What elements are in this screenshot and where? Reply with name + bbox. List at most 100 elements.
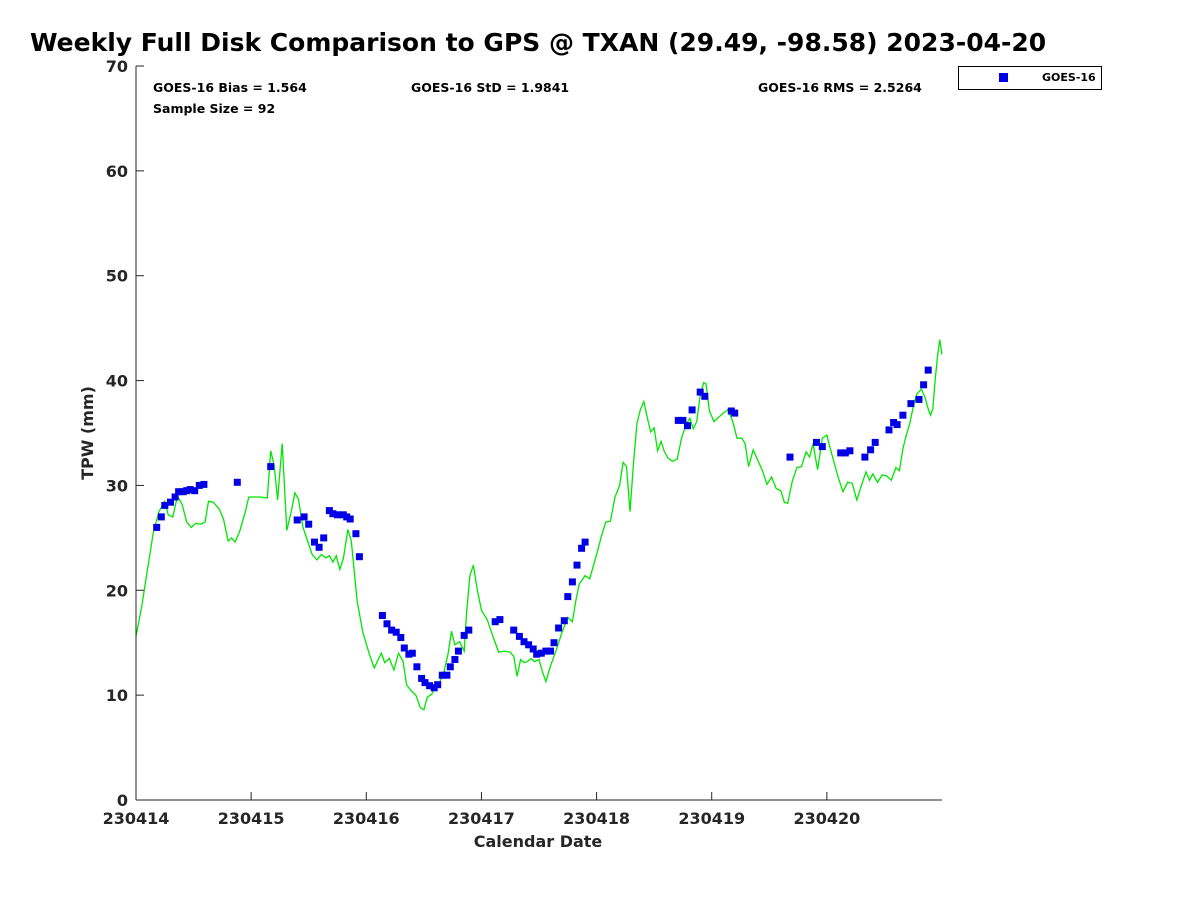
y-tick-label: 40 (106, 372, 128, 391)
legend: GOES-16 (958, 66, 1102, 90)
goes16-point (438, 671, 446, 679)
goes16-point (581, 538, 589, 546)
goes16-point (885, 426, 893, 434)
goes16-point (564, 593, 572, 601)
goes16-point (813, 438, 820, 446)
goes16-point (355, 553, 363, 561)
goes16-point (674, 416, 682, 424)
goes16-point (578, 544, 586, 552)
goes16-point (920, 381, 928, 389)
y-tick-label: 30 (106, 476, 128, 495)
goes16-point (525, 641, 533, 649)
goes16-point (383, 620, 391, 628)
goes16-point (454, 647, 462, 655)
goes16-point (320, 534, 328, 542)
goes16-point (426, 682, 434, 690)
goes16-point (491, 618, 499, 626)
goes16-point (315, 543, 323, 551)
goes16-point (510, 626, 518, 634)
goes16-point (496, 616, 504, 624)
goes16-point (867, 446, 875, 454)
goes16-point (701, 392, 709, 400)
goes16-point (191, 487, 199, 495)
goes16-point (515, 632, 523, 640)
goes16-point (446, 663, 454, 671)
goes16-point (786, 453, 794, 461)
x-tick-label: 230418 (563, 809, 630, 828)
goes16-point (547, 647, 554, 655)
x-tick-label: 230417 (448, 809, 515, 828)
goes16-point (533, 650, 541, 658)
x-axis-label: Calendar Date (474, 832, 603, 851)
goes16-point (688, 406, 696, 414)
legend-marker-goes16 (999, 73, 1008, 82)
stat-bias: GOES-16 Bias = 1.564 (153, 80, 307, 95)
goes16-point (443, 671, 451, 679)
goes16-point (200, 480, 208, 488)
goes16-point (300, 513, 308, 521)
goes16-point (434, 681, 442, 689)
stat-sample-size: Sample Size = 92 (153, 101, 276, 116)
goes16-point (560, 617, 568, 625)
goes16-point (157, 513, 165, 521)
goes16-point (167, 498, 174, 506)
goes16-point (460, 631, 468, 639)
stat-std: GOES-16 StD = 1.9841 (411, 80, 570, 95)
x-tick-label: 230420 (793, 809, 860, 828)
y-tick-label: 20 (106, 581, 128, 600)
goes16-point (451, 656, 459, 663)
goes16-point (542, 647, 550, 655)
goes16-point (329, 510, 337, 518)
chart-title: Weekly Full Disk Comparison to GPS @ TXA… (30, 28, 1047, 57)
goes16-point (529, 645, 537, 653)
goes16-point (520, 638, 528, 646)
goes16-point (573, 561, 581, 569)
goes16-point (837, 449, 845, 457)
gps-series-line (135, 339, 943, 711)
y-tick-label: 70 (106, 57, 128, 76)
y-tick-label: 0 (117, 791, 128, 810)
goes16-point (195, 481, 203, 489)
goes16-point (334, 511, 341, 519)
goes16-point (679, 416, 687, 424)
goes16-point (378, 612, 386, 619)
goes16-point (696, 388, 704, 396)
goes16-point (465, 626, 473, 634)
goes16-point (388, 626, 396, 634)
goes16-point (818, 443, 826, 451)
goes16-point (899, 411, 907, 419)
goes16-point (161, 501, 169, 509)
x-tick-label: 230415 (218, 809, 285, 828)
goes16-point (413, 663, 421, 671)
goes16-point (408, 649, 416, 657)
goes16-point (305, 520, 313, 528)
goes-series-layer (153, 366, 932, 692)
y-tick-label: 50 (106, 267, 128, 286)
legend-label-goes16: GOES-16 (1042, 71, 1096, 84)
x-tick-label: 230416 (333, 809, 400, 828)
goes16-point (846, 447, 854, 455)
goes16-point (841, 449, 849, 457)
goes16-point (171, 493, 179, 501)
goes16-point (537, 649, 545, 657)
goes16-point (397, 634, 405, 641)
goes16-point (293, 516, 301, 524)
gps-series-layer (135, 339, 943, 711)
goes16-point (924, 366, 932, 374)
goes16-point (186, 486, 194, 494)
goes16-point (153, 523, 161, 531)
x-tick-label: 230414 (103, 809, 170, 828)
plot-area (136, 66, 942, 800)
goes16-point (555, 624, 563, 632)
goes16-point (421, 679, 429, 687)
goes16-point (893, 421, 901, 429)
y-axis-label: TPW (mm) (78, 386, 97, 480)
goes16-point (731, 409, 739, 417)
goes16-point (871, 438, 879, 446)
goes16-point (907, 400, 915, 408)
goes16-point (915, 395, 923, 403)
goes16-point (568, 578, 576, 586)
y-tick-label: 10 (106, 686, 128, 705)
goes16-point (346, 515, 354, 523)
